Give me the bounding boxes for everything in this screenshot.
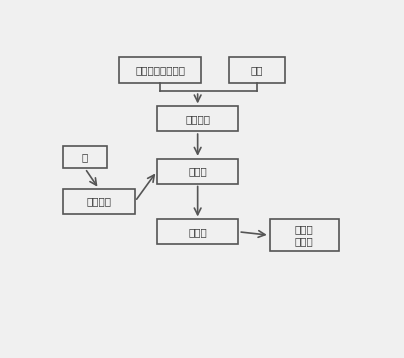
Text: 反应器: 反应器 (188, 166, 207, 176)
Bar (157, 106, 238, 131)
Bar (157, 159, 238, 184)
Text: 回收器: 回收器 (188, 227, 207, 237)
Text: 甲基三甲氧基硅烷: 甲基三甲氧基硅烷 (135, 65, 185, 75)
Bar (63, 189, 135, 214)
Text: 甲醇化器: 甲醇化器 (86, 197, 112, 207)
Bar (229, 57, 285, 83)
Text: 甲醇: 甲醇 (251, 65, 263, 75)
Bar (63, 146, 107, 168)
Bar (270, 219, 339, 251)
Text: 预反应器: 预反应器 (185, 114, 210, 124)
Bar (157, 219, 238, 244)
Text: 水: 水 (82, 153, 88, 163)
Text: 产成品
接收器: 产成品 接收器 (295, 224, 314, 246)
Bar (120, 57, 201, 83)
